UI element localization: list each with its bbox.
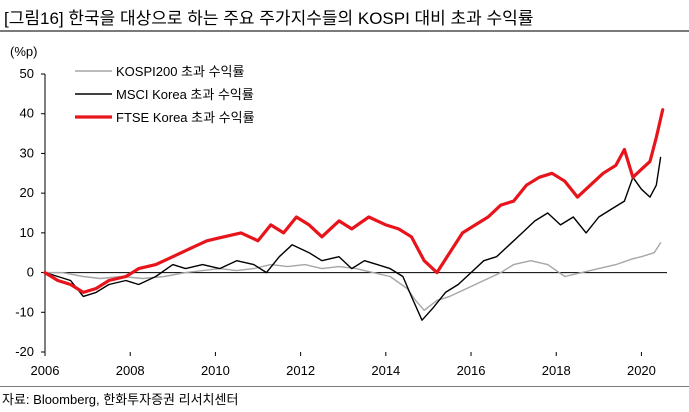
y-tick-label: 0: [27, 265, 34, 280]
x-tick-label: 2016: [457, 363, 486, 378]
y-tick-label: 40: [20, 106, 34, 121]
x-tick-label: 2008: [116, 363, 145, 378]
legend-label-1: KOSPI200 초과 수익률: [116, 64, 244, 79]
series-line-3: [43, 108, 665, 294]
legend: KOSPI200 초과 수익률 MSCI Korea 초과 수익률 FTSE Kor…: [75, 64, 255, 125]
series-layer: [43, 108, 665, 321]
series-line-2: [44, 156, 662, 321]
legend-label-3: FTSE Korea 초과 수익률: [116, 110, 255, 125]
x-tick-label: 2012: [286, 363, 315, 378]
x-tick-label: 2020: [627, 363, 656, 378]
y-tick-label: -10: [15, 304, 34, 319]
x-tick-label: 2014: [371, 363, 400, 378]
y-axis-ticks: 50 40 30 20 10 0 -10 -20: [15, 66, 45, 359]
x-axis-ticks: 2006 2008 2010 2012 2014 2016 2018 2020: [31, 352, 656, 378]
x-tick-label: 2018: [542, 363, 571, 378]
y-tick-label: -20: [15, 344, 34, 359]
source-divider: [0, 386, 689, 387]
y-tick-label: 30: [20, 145, 34, 160]
y-axis-unit-label: (%p): [10, 44, 37, 59]
figure-title: [그림16] 한국을 대상으로 하는 주요 주가지수들의 KOSPI 대비 초과…: [4, 9, 534, 28]
title-divider: [0, 30, 689, 32]
y-tick-label: 10: [20, 225, 34, 240]
legend-label-2: MSCI Korea 초과 수익률: [116, 87, 254, 102]
x-tick-label: 2006: [31, 363, 60, 378]
x-tick-label: 2010: [201, 363, 230, 378]
figure-header: [그림16] 한국을 대상으로 하는 주요 주가지수들의 KOSPI 대비 초과…: [0, 0, 689, 30]
y-tick-label: 20: [20, 185, 34, 200]
series-line-1: [44, 242, 662, 311]
y-tick-label: 50: [20, 66, 34, 81]
source-note: 자료: Bloomberg, 한화투자증권 리서치센터: [2, 392, 239, 407]
